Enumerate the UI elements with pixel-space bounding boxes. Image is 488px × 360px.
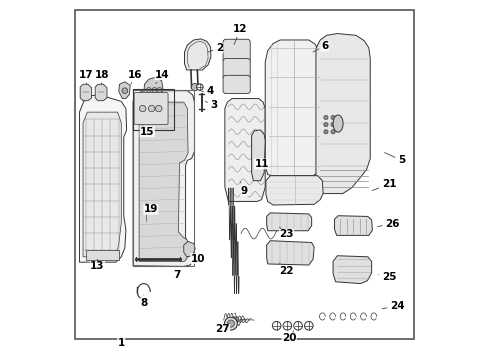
Text: 2: 2 [207, 43, 223, 53]
Circle shape [122, 88, 127, 94]
Circle shape [323, 122, 327, 127]
FancyBboxPatch shape [223, 59, 250, 79]
Text: 26: 26 [377, 219, 399, 229]
Polygon shape [80, 84, 91, 101]
Circle shape [148, 105, 155, 112]
Circle shape [227, 320, 234, 327]
Circle shape [330, 122, 335, 127]
FancyBboxPatch shape [223, 75, 250, 94]
Circle shape [330, 115, 335, 120]
Circle shape [155, 105, 162, 112]
Polygon shape [83, 112, 121, 257]
Circle shape [224, 317, 237, 330]
Polygon shape [251, 130, 264, 181]
Text: 11: 11 [254, 159, 268, 169]
Circle shape [283, 321, 291, 330]
Text: 19: 19 [143, 203, 158, 214]
Text: 21: 21 [371, 179, 396, 190]
Polygon shape [95, 84, 107, 101]
Circle shape [293, 321, 302, 330]
Text: 3: 3 [205, 100, 217, 110]
Polygon shape [143, 77, 163, 102]
Polygon shape [139, 102, 188, 261]
Circle shape [157, 87, 162, 93]
Bar [133, 90, 194, 266]
Polygon shape [334, 216, 372, 235]
Polygon shape [266, 213, 311, 231]
Polygon shape [183, 242, 195, 257]
Text: 4: 4 [201, 86, 214, 96]
Circle shape [139, 105, 145, 112]
Circle shape [191, 84, 198, 91]
Circle shape [272, 321, 281, 330]
Polygon shape [315, 33, 369, 194]
Circle shape [323, 115, 327, 120]
Polygon shape [85, 249, 119, 260]
Text: 23: 23 [279, 227, 293, 239]
Text: 27: 27 [215, 323, 229, 334]
Bar [133, 89, 174, 130]
Text: 22: 22 [279, 263, 293, 276]
Circle shape [146, 87, 151, 93]
Polygon shape [224, 99, 264, 202]
Text: 15: 15 [140, 126, 154, 137]
Text: 1: 1 [118, 337, 124, 347]
FancyBboxPatch shape [134, 93, 168, 125]
Text: 5: 5 [384, 153, 405, 165]
Text: 13: 13 [90, 259, 104, 271]
Circle shape [196, 84, 203, 90]
Text: 18: 18 [94, 69, 109, 84]
Text: 24: 24 [382, 301, 404, 311]
Polygon shape [133, 91, 194, 266]
Circle shape [152, 87, 157, 93]
Text: 8: 8 [140, 295, 147, 308]
Polygon shape [265, 176, 323, 205]
Text: 10: 10 [190, 253, 205, 264]
Polygon shape [184, 39, 210, 70]
Text: 12: 12 [232, 24, 247, 45]
Circle shape [304, 321, 312, 330]
Text: 25: 25 [378, 272, 396, 282]
Text: 16: 16 [128, 69, 142, 84]
Text: 7: 7 [173, 266, 180, 280]
Text: 20: 20 [281, 331, 296, 343]
Polygon shape [266, 241, 313, 265]
FancyBboxPatch shape [223, 39, 250, 62]
Polygon shape [119, 82, 130, 99]
Text: 17: 17 [79, 69, 94, 84]
Circle shape [330, 130, 335, 134]
Polygon shape [332, 256, 371, 284]
Ellipse shape [332, 115, 343, 132]
Text: 9: 9 [240, 182, 247, 196]
Polygon shape [264, 40, 320, 176]
Polygon shape [80, 95, 126, 262]
Text: 6: 6 [312, 41, 328, 52]
Circle shape [323, 130, 327, 134]
Text: 14: 14 [155, 69, 169, 84]
